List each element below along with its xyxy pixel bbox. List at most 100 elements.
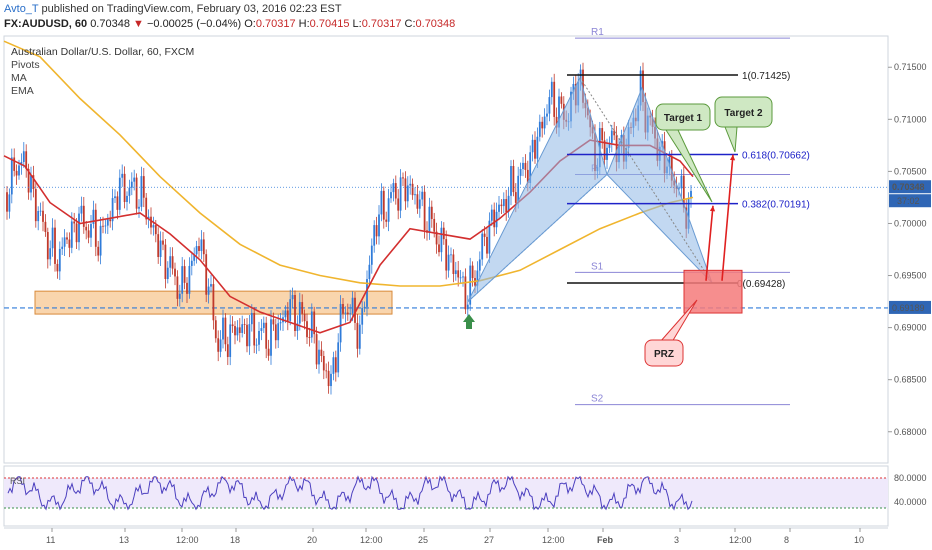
candle-body	[459, 277, 462, 279]
candle-body	[543, 116, 546, 129]
x-tick-label: 3	[674, 535, 679, 545]
candle-body	[375, 225, 378, 237]
candle-body	[133, 177, 136, 182]
candle-body	[378, 214, 380, 237]
candle-body	[255, 344, 258, 346]
candle-body	[70, 221, 73, 248]
candle-body	[457, 270, 460, 278]
candle-body	[531, 139, 534, 153]
candle-body	[250, 312, 253, 325]
candle-body	[363, 306, 366, 308]
candle-body	[174, 268, 176, 277]
legend-item-pivots[interactable]: Pivots	[11, 59, 40, 71]
close-label: C:	[404, 18, 416, 30]
candle-body	[668, 156, 671, 167]
rsi-tick-label: 40.0000	[894, 497, 927, 507]
last-price-label: 0.70348	[892, 182, 925, 192]
candle-body	[272, 319, 275, 325]
target2-callout-label: Target 2	[724, 108, 763, 119]
candle-body	[32, 175, 35, 190]
y-tick-label: 0.69500	[894, 271, 927, 281]
candle-body	[560, 96, 563, 104]
candle-body	[392, 183, 395, 193]
candle-body	[330, 373, 332, 387]
candle-body	[421, 191, 424, 200]
candle-body	[339, 303, 342, 343]
rsi-line	[7, 475, 693, 511]
candle-body	[351, 297, 354, 314]
candle-body	[34, 189, 37, 222]
candle-body	[346, 312, 349, 315]
candle-body	[490, 209, 493, 221]
candle-body	[356, 322, 359, 349]
x-tick-label: 25	[418, 535, 428, 545]
candle-body	[678, 188, 680, 190]
arrow-to-target1	[705, 205, 714, 281]
candle-body	[270, 319, 272, 356]
candle-body	[334, 357, 337, 373]
y-tick-label: 0.68500	[894, 375, 927, 385]
candle-body	[462, 276, 464, 278]
candle-body	[327, 370, 330, 387]
candle-body	[75, 223, 78, 243]
candle-body	[476, 270, 479, 286]
candle-body	[183, 266, 186, 283]
candle-body	[682, 175, 685, 208]
candle-body	[366, 279, 368, 307]
target1-callout-box	[655, 103, 711, 131]
candle-body	[157, 234, 160, 257]
candle-body	[205, 254, 208, 295]
candle-body	[140, 176, 143, 207]
author-link[interactable]: Avto_T	[4, 3, 39, 15]
candle-body	[130, 181, 133, 188]
candle-body	[601, 128, 604, 141]
candle-body	[440, 227, 443, 253]
candle-body	[202, 239, 205, 255]
candle-body	[22, 151, 25, 162]
candle-body	[171, 256, 174, 269]
countdown-label: 37:02	[897, 196, 920, 206]
candle-body	[154, 225, 157, 235]
candle-body	[85, 226, 88, 231]
candle-body	[145, 197, 148, 220]
candle-body	[687, 198, 690, 229]
candle-body	[248, 324, 251, 347]
candle-body	[610, 130, 613, 143]
candle-body	[39, 210, 42, 212]
candle-body	[296, 323, 299, 331]
close-value: 0.70348	[415, 18, 456, 30]
candle-body	[390, 192, 392, 199]
candle-body	[471, 265, 474, 279]
symbol-line: FX:AUDUSD, 60 0.70348 ▼ −0.00025 (−0.04%…	[4, 18, 455, 30]
candle-body	[188, 265, 191, 294]
candle-body	[536, 136, 539, 159]
candle-body	[380, 190, 383, 215]
fib-label: 0(0.69428)	[737, 279, 785, 290]
fib-label: 0.382(0.70191)	[742, 200, 810, 211]
candle-body	[92, 209, 95, 224]
target1-callout-label: Target 1	[664, 113, 703, 124]
candle-body	[670, 156, 673, 181]
y-tick-label: 0.68000	[894, 427, 927, 437]
candle-body	[454, 270, 457, 275]
legend-item-ma[interactable]: MA	[11, 72, 27, 84]
candle-body	[210, 284, 212, 287]
candle-body	[200, 239, 203, 252]
candle-body	[214, 320, 217, 339]
pivot-label-s2: S2	[591, 394, 604, 405]
arrow-to-target1-head	[709, 205, 716, 212]
candle-body	[613, 130, 616, 136]
legend-item-ema[interactable]: EMA	[11, 85, 34, 97]
candle-body	[469, 265, 472, 305]
candle-body	[690, 190, 692, 199]
candle-body	[406, 185, 409, 202]
candle-body	[294, 295, 296, 331]
candle-body	[615, 135, 618, 163]
candle-body	[186, 282, 188, 294]
candle-body	[306, 321, 308, 338]
candle-body	[231, 324, 234, 327]
candle-body	[502, 199, 505, 207]
candle-body	[368, 264, 371, 280]
candle-body	[414, 194, 416, 196]
